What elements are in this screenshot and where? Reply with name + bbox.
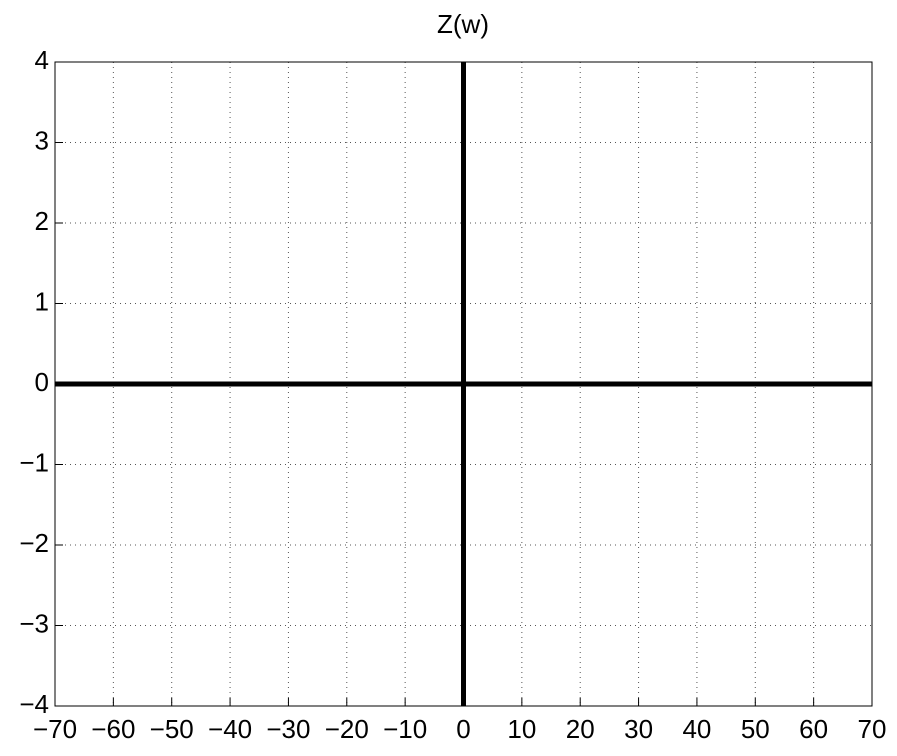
x-tick-label: 20: [566, 714, 595, 744]
x-tick-label: 30: [624, 714, 653, 744]
y-tick-label: 3: [35, 125, 49, 155]
x-tick-label: 0: [456, 714, 470, 744]
x-tick-label: 70: [858, 714, 887, 744]
x-tick-label: 50: [741, 714, 770, 744]
y-tick-label: 2: [35, 206, 49, 236]
x-tick-label: 10: [507, 714, 536, 744]
y-tick-label: −2: [19, 528, 49, 558]
x-tick-label: −60: [91, 714, 135, 744]
y-tick-label: −4: [19, 689, 49, 719]
x-tick-label: 60: [799, 714, 828, 744]
x-tick-label: −20: [325, 714, 369, 744]
chart-title: Z(w): [437, 9, 489, 39]
x-tick-label: −50: [150, 714, 194, 744]
x-tick-label: −10: [383, 714, 427, 744]
y-tick-label: −3: [19, 608, 49, 638]
y-tick-label: 0: [35, 367, 49, 397]
x-tick-label: −40: [208, 714, 252, 744]
x-tick-label: 40: [682, 714, 711, 744]
y-tick-label: 1: [35, 286, 49, 316]
x-tick-label: −30: [266, 714, 310, 744]
y-tick-label: −1: [19, 447, 49, 477]
x-tick-label: −70: [33, 714, 77, 744]
y-tick-label: 4: [35, 45, 49, 75]
